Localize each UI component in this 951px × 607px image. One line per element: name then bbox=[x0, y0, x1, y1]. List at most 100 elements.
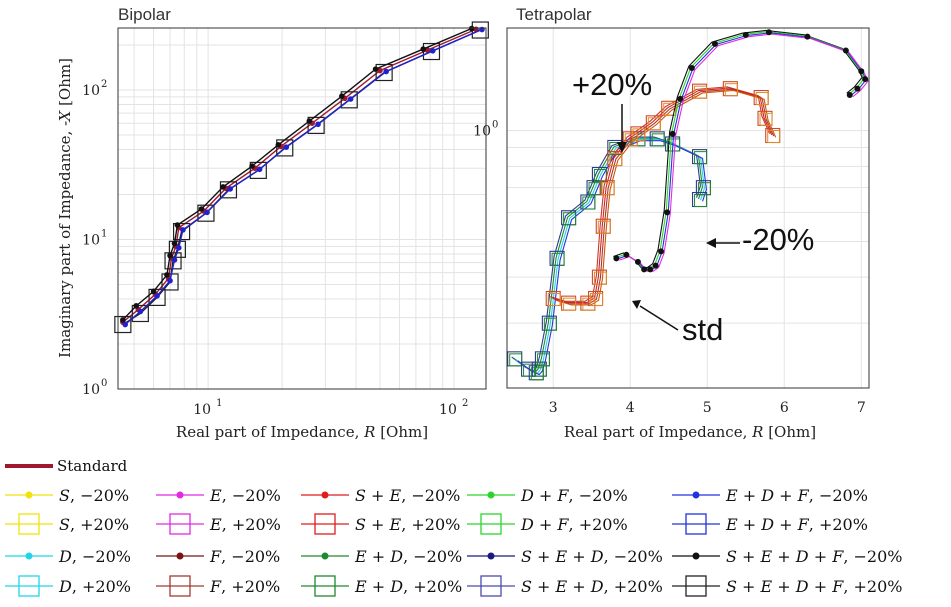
bipolar-dot-marker bbox=[256, 166, 263, 173]
bipolar-plot-frame bbox=[117, 27, 487, 390]
bipolar-dot-marker bbox=[204, 209, 210, 216]
bipolar-square-marker bbox=[340, 91, 358, 109]
legend-item-s-m20: S, −20% bbox=[5, 486, 129, 505]
legend-item-d-p20: D, +20% bbox=[5, 575, 131, 597]
tetrapolar-square-marker bbox=[547, 293, 561, 307]
legend-item-sedf-p20: S + E + D + F, +20% bbox=[672, 575, 902, 597]
tetrapolar-square-marker bbox=[647, 117, 661, 131]
legend-square-marker bbox=[685, 575, 707, 597]
tetrapolar-dot-marker bbox=[634, 258, 641, 265]
bipolar-dot-marker bbox=[167, 277, 173, 284]
legend-label: S + E + D, +20% bbox=[521, 577, 663, 596]
tetrapolar-square-marker bbox=[551, 252, 565, 266]
bipolar-y-axis-label: Imaginary part of Impedance, -X [Ohm] bbox=[56, 58, 74, 358]
tetrapolar-square-marker bbox=[530, 367, 544, 381]
tetrapolar-square-marker bbox=[536, 353, 550, 367]
bipolar-dot-marker bbox=[150, 288, 157, 295]
bipolar-dot-marker bbox=[120, 317, 126, 323]
tetrapolar-series-line bbox=[515, 138, 705, 375]
legend-dot-marker bbox=[25, 552, 33, 560]
y-tick-exponent: 0 bbox=[492, 120, 498, 131]
legend-item-d-m20: D, −20% bbox=[5, 547, 131, 566]
legend-square-marker bbox=[314, 575, 336, 597]
tetrapolar-dot-marker bbox=[804, 33, 811, 40]
annotation-plus20: +20% bbox=[572, 67, 652, 102]
tetrapolar-square-marker bbox=[767, 130, 781, 144]
bipolar-square-marker bbox=[375, 63, 393, 82]
bipolar-dot-marker bbox=[429, 47, 436, 54]
annotation-std: std bbox=[682, 312, 723, 347]
tetrapolar-dot-marker bbox=[765, 29, 772, 36]
legend-item-f-m20: F, −20% bbox=[156, 547, 280, 566]
bipolar-dot-marker bbox=[198, 206, 205, 212]
legend-item-edf-p20: E + D + F, +20% bbox=[672, 513, 868, 535]
legend: Standard S, −20% E, −20% S + E, −20% D + F,… bbox=[5, 457, 902, 597]
bipolar-dot-marker bbox=[283, 144, 290, 150]
legend-dot-marker bbox=[487, 491, 495, 499]
legend-square-marker bbox=[18, 575, 40, 597]
legend-label: S + E + D + F, +20% bbox=[726, 577, 902, 596]
y-tick-label: 10 bbox=[82, 233, 100, 249]
bipolar-square-marker bbox=[172, 222, 191, 241]
bipolar-dot-marker bbox=[306, 118, 313, 124]
tetrapolar-dot-marker bbox=[647, 266, 654, 273]
legend-label: D + F, −20% bbox=[520, 486, 628, 505]
y-tick-exponent: 1 bbox=[101, 229, 107, 240]
legend-label: E, −20% bbox=[209, 486, 281, 505]
tetrapolar-dot-marker bbox=[652, 262, 659, 269]
tetrapolar-square-marker bbox=[609, 153, 623, 167]
bipolar-square-marker bbox=[249, 161, 267, 179]
legend-label: D + F, +20% bbox=[520, 515, 628, 534]
legend-item-e-p20: E, +20% bbox=[156, 513, 281, 535]
tetrapolar-dot-marker bbox=[669, 130, 676, 137]
tetrapolar-square-marker bbox=[759, 112, 773, 126]
x-tick-label: 6 bbox=[780, 400, 789, 416]
legend-dot-marker bbox=[487, 552, 495, 560]
legend-label: S, −20% bbox=[59, 486, 129, 505]
legend-items: S, −20% E, −20% S + E, −20% D + F, −20% E + … bbox=[5, 486, 902, 597]
bipolar-title: Bipolar bbox=[118, 5, 171, 24]
legend-item-se-m20: S + E, −20% bbox=[301, 486, 460, 505]
legend-label: S, +20% bbox=[59, 515, 129, 534]
bipolar-dot-marker bbox=[424, 47, 431, 53]
x-tick-label: 4 bbox=[626, 400, 635, 416]
legend-label: S + E + D + F, −20% bbox=[726, 547, 902, 566]
tetrapolar-tick-labels: 3 4 5 6 7 10 0 bbox=[473, 120, 866, 416]
bipolar-square-marker bbox=[114, 315, 132, 334]
bipolar-dot-marker bbox=[133, 303, 140, 309]
tetrapolar-square-marker bbox=[590, 293, 604, 307]
tetrapolar-square-marker bbox=[694, 151, 708, 165]
x-tick-exponent: 1 bbox=[216, 398, 222, 409]
tetrapolar-series-line bbox=[552, 87, 773, 304]
y-tick-exponent: 0 bbox=[101, 378, 107, 389]
bipolar-dot-marker bbox=[137, 308, 144, 315]
bipolar-dot-marker bbox=[347, 96, 354, 102]
bipolar-dot-marker bbox=[171, 240, 178, 247]
legend-label: E + D, −20% bbox=[354, 547, 462, 566]
bipolar-dot-marker bbox=[176, 245, 182, 251]
bipolar-dot-marker bbox=[220, 184, 226, 190]
tetrapolar-dot-marker bbox=[842, 47, 849, 54]
y-tick-label: 10 bbox=[82, 382, 100, 398]
bipolar-dot-marker bbox=[372, 66, 379, 72]
legend-item-ed-p20: E + D, +20% bbox=[301, 575, 462, 597]
annotation-minus20: -20% bbox=[742, 222, 814, 257]
tetrapolar-dot-marker bbox=[688, 64, 695, 71]
tetrapolar-x-axis-label: Real part of Impedance, R [Ohm] bbox=[564, 423, 816, 441]
tetrapolar-square-marker bbox=[509, 353, 523, 367]
tetrapolar-square-marker bbox=[651, 133, 665, 147]
bipolar-tick-labels: 10 1 10 210 010 110 2 bbox=[82, 79, 468, 418]
bipolar-square-marker bbox=[168, 240, 186, 258]
tetrapolar-square-marker bbox=[597, 220, 611, 234]
bipolar-square-marker bbox=[307, 116, 325, 134]
tetrapolar-square-marker bbox=[588, 182, 602, 196]
legend-item-edf-m20: E + D + F, −20% bbox=[672, 486, 868, 505]
tetrapolar-square-marker bbox=[593, 271, 607, 285]
bipolar-dot-marker bbox=[315, 121, 321, 128]
y-tick-exponent: 2 bbox=[101, 79, 107, 90]
tetrapolar-dot-marker bbox=[862, 76, 869, 83]
bipolar-dot-marker bbox=[275, 142, 282, 148]
bipolar-dot-marker bbox=[167, 252, 173, 259]
bipolar-dot-marker bbox=[383, 68, 389, 75]
